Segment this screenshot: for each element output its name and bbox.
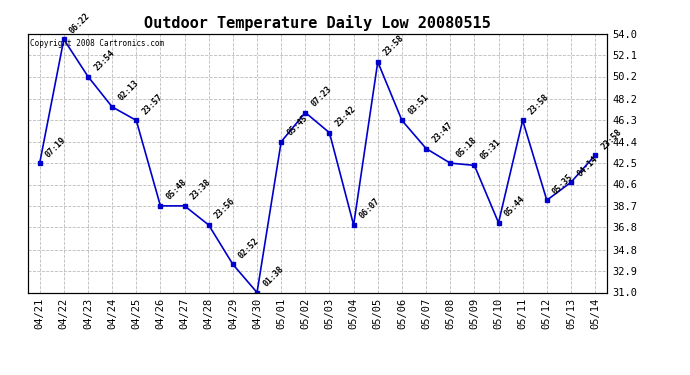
Text: 05:45: 05:45 — [286, 114, 309, 138]
Text: 23:58: 23:58 — [382, 34, 406, 58]
Text: 23:58: 23:58 — [527, 92, 551, 116]
Text: 23:47: 23:47 — [431, 120, 454, 144]
Text: 07:23: 07:23 — [310, 84, 333, 108]
Text: 06:07: 06:07 — [358, 197, 382, 221]
Text: 23:38: 23:38 — [189, 178, 213, 202]
Text: 05:48: 05:48 — [165, 178, 188, 202]
Text: 23:58: 23:58 — [600, 127, 623, 151]
Text: 05:35: 05:35 — [551, 172, 575, 196]
Text: 23:57: 23:57 — [141, 92, 164, 116]
Text: 23:54: 23:54 — [92, 48, 116, 72]
Text: 23:56: 23:56 — [213, 197, 237, 221]
Text: 05:18: 05:18 — [455, 135, 478, 159]
Text: 07:19: 07:19 — [44, 135, 68, 159]
Text: Copyright 2008 Cartronics.com: Copyright 2008 Cartronics.com — [30, 39, 165, 48]
Text: 02:13: 02:13 — [117, 79, 140, 103]
Text: 05:44: 05:44 — [503, 195, 526, 219]
Text: 23:42: 23:42 — [334, 105, 357, 129]
Text: 02:52: 02:52 — [237, 236, 261, 260]
Text: 06:22: 06:22 — [68, 11, 92, 35]
Text: 05:31: 05:31 — [479, 137, 502, 161]
Text: 04:14: 04:14 — [575, 154, 599, 178]
Text: 01:38: 01:38 — [262, 264, 285, 288]
Title: Outdoor Temperature Daily Low 20080515: Outdoor Temperature Daily Low 20080515 — [144, 15, 491, 31]
Text: 03:51: 03:51 — [406, 92, 430, 116]
